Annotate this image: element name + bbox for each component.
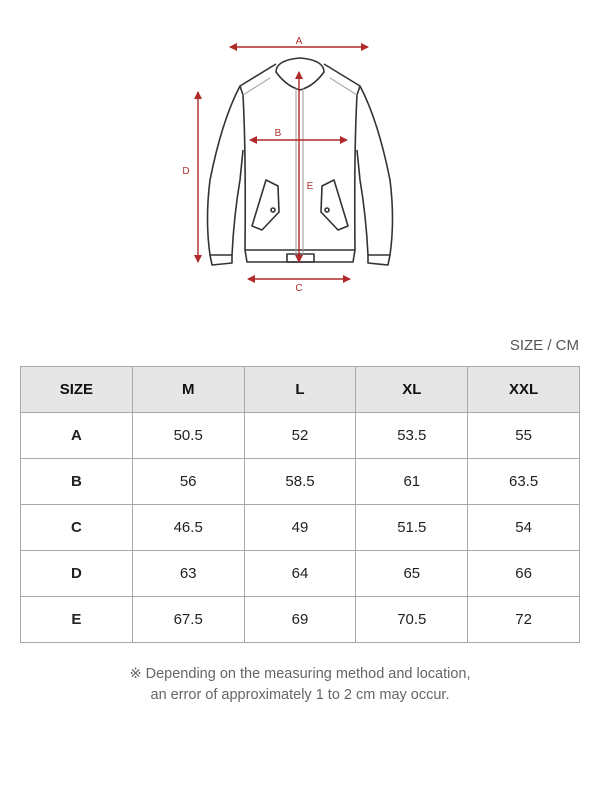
label-a: A: [296, 36, 303, 47]
row-label: B: [20, 458, 133, 505]
size-table: SIZE M L XL XXL A 50.5 52 53.5 55 B 56 58.5 61 63…: [20, 366, 580, 643]
table-cell: 56: [131, 458, 245, 505]
header-m: M: [131, 366, 245, 413]
label-e: E: [307, 181, 314, 192]
label-d: D: [182, 166, 189, 177]
row-label: E: [20, 596, 133, 643]
table-cell: 49: [243, 504, 357, 551]
jacket-size-diagram: A B C D E: [182, 36, 394, 294]
table-cell: 50.5: [131, 412, 245, 459]
table-cell: 63: [131, 550, 245, 597]
table-cell: 64: [243, 550, 357, 597]
table-cell: 69: [243, 596, 357, 643]
measurement-note: ※ Depending on the measuring method and …: [0, 664, 600, 706]
table-cell: 63.5: [467, 458, 580, 505]
table-cell: 67.5: [131, 596, 245, 643]
table-cell: 65: [355, 550, 469, 597]
table-row: B 56 58.5 61 63.5: [20, 458, 580, 505]
table-row: C 46.5 49 51.5 54: [20, 504, 580, 551]
label-b: B: [275, 128, 282, 139]
measurement-lines: [194, 43, 369, 283]
header-l: L: [243, 366, 357, 413]
row-label: C: [20, 504, 133, 551]
row-label: A: [20, 412, 133, 459]
table-cell: 53.5: [355, 412, 469, 459]
table-row: E 67.5 69 70.5 72: [20, 596, 580, 643]
header-xxl: XXL: [467, 366, 580, 413]
table-cell: 70.5: [355, 596, 469, 643]
header-size: SIZE: [20, 366, 133, 413]
note-line-2: an error of approximately 1 to 2 cm may …: [150, 687, 450, 703]
table-row: D 63 64 65 66: [20, 550, 580, 597]
note-line-1: ※ Depending on the measuring method and …: [129, 666, 471, 682]
table-header-row: SIZE M L XL XXL: [20, 366, 580, 413]
table-cell: 58.5: [243, 458, 357, 505]
table-cell: 46.5: [131, 504, 245, 551]
table-cell: 51.5: [355, 504, 469, 551]
jacket-outline: [206, 57, 394, 266]
unit-label: SIZE / CM: [509, 337, 579, 354]
table-cell: 61: [355, 458, 469, 505]
table-cell: 54: [467, 504, 580, 551]
table-cell: 72: [467, 596, 580, 643]
table-cell: 55: [467, 412, 580, 459]
label-c: C: [295, 283, 302, 294]
header-xl: XL: [355, 366, 469, 413]
table-row: A 50.5 52 53.5 55: [20, 412, 580, 459]
row-label: D: [20, 550, 133, 597]
table-cell: 66: [467, 550, 580, 597]
table-cell: 52: [243, 412, 357, 459]
